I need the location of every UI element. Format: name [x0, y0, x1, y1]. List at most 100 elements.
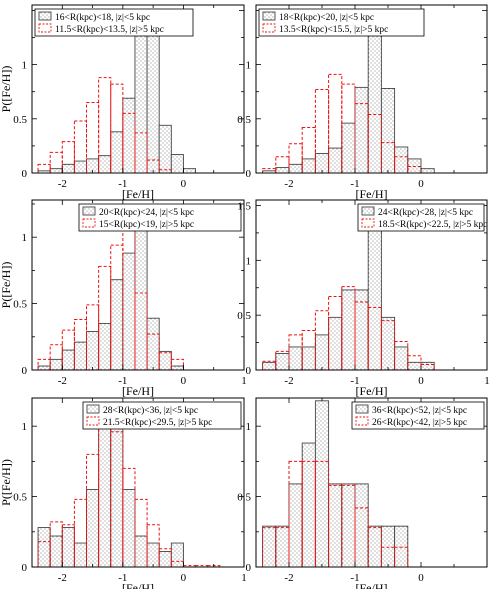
y-tick-label: 0 [246, 562, 252, 574]
x-axis-label: [Fe/H] [356, 187, 388, 201]
y-tick-label: 0.5 [237, 114, 251, 126]
x-tick-label: -1 [350, 572, 359, 584]
legend-swatch [361, 206, 375, 216]
y-tick-label: 0 [22, 168, 28, 180]
bar-gray-5-10 [146, 542, 160, 568]
legend-label: 13.5<R(kpc)<15.5, |z|>5 kpc [279, 24, 388, 35]
y-tick-label: 0.5 [13, 114, 27, 126]
legend-label: 16<R(kpc)<18, |z|<5 kpc [55, 12, 150, 23]
x-tick-label: 1 [484, 375, 490, 387]
x-tick-label: 1 [241, 375, 247, 387]
bar-gray-3-1 [37, 365, 51, 371]
y-tick-label: 1 [246, 421, 252, 433]
bar-gray-1-13 [182, 168, 196, 174]
legend-swatch [38, 23, 52, 33]
legend-swatch [86, 416, 100, 426]
bar-red-3-4 [73, 319, 88, 371]
bar-gray-5-8 [122, 489, 136, 568]
bar-gray-4-10 [380, 316, 396, 371]
bar-gray-5-3 [61, 527, 75, 568]
bar-gray-5-2 [49, 535, 63, 568]
bar-red-1-5 [86, 102, 100, 174]
legend-label: 26<R(kpc)<42, |z|>5 kpc [372, 417, 467, 428]
legend-label: 24<R(kpc)<28, |z|<5 kpc [378, 207, 473, 218]
bar-red-4-10 [380, 320, 396, 371]
bar-red-5-12 [170, 560, 184, 568]
bar-red-3-10 [146, 333, 160, 371]
bar-red-4-6 [328, 296, 343, 371]
bar-gray-6-6 [328, 483, 343, 568]
y-tick-label: 1 [22, 60, 28, 72]
y-tick-label: 0 [22, 562, 28, 574]
legend-swatch [361, 218, 375, 228]
bar-gray-4-5 [314, 334, 330, 371]
legend-swatch [355, 416, 369, 426]
bar-red-6-11 [394, 546, 409, 568]
bar-red-2-6 [328, 73, 343, 174]
bar-gray-6-1 [262, 525, 277, 568]
bar-gray-2-7 [341, 122, 356, 174]
bar-red-3-3 [61, 329, 75, 371]
bar-gray-2-6 [328, 147, 343, 174]
bar-gray-4-3 [288, 346, 303, 371]
bar-gray-3-3 [61, 349, 75, 371]
plot-frame [255, 397, 488, 568]
legend-swatch [355, 404, 369, 414]
bar-red-4-5 [314, 310, 330, 371]
bar-gray-4-6 [328, 316, 343, 371]
legend-swatch [86, 404, 100, 414]
bar-red-3-7 [110, 244, 124, 371]
bar-gray-2-4 [301, 158, 316, 174]
bar-gray-4-4 [301, 346, 316, 371]
bar-gray-2-3 [288, 163, 303, 174]
plot-frame [255, 199, 488, 371]
bar-gray-1-9 [134, 25, 148, 174]
bar-red-5-1 [37, 541, 51, 568]
x-tick-label: 0 [181, 572, 187, 584]
bar-gray-4-1 [262, 361, 277, 371]
bar-gray-1-7 [110, 131, 124, 174]
y-tick-label: 0.5 [13, 299, 27, 311]
bar-gray-5-4 [73, 542, 87, 568]
bar-gray-4-11 [394, 346, 409, 371]
bar-gray-5-7 [110, 410, 124, 568]
legend-box [357, 203, 485, 232]
legend-label: 20<R(kpc)<24, |z|<5 kpc [99, 207, 194, 218]
x-tick-label: -1 [350, 178, 359, 190]
bar-gray-6-2 [275, 525, 290, 568]
x-axis-label: [Fe/H] [122, 187, 154, 201]
bar-red-5-7 [110, 431, 124, 568]
bar-gray-6-8 [354, 483, 369, 568]
y-tick-label: 1 [246, 255, 252, 267]
legend-box [34, 8, 194, 37]
bar-gray-1-3 [61, 163, 75, 174]
bar-gray-4-7 [341, 289, 356, 371]
legend-box [258, 8, 425, 37]
chart-panel-3: -2 -1 0 1 0 0.5 1 [Fe/H] P([Fe/H]) 20<R(kpc)<24, … [0, 199, 247, 398]
bar-gray-2-13 [420, 168, 435, 174]
legend-swatch [82, 206, 96, 216]
bar-gray-6-10 [380, 525, 396, 568]
bar-gray-1-4 [73, 160, 87, 174]
y-axis-label: P([Fe/H]) [0, 66, 13, 113]
x-tick-label: -2 [58, 572, 67, 584]
bar-gray-4-9 [367, 209, 382, 371]
legend-label: 21.5<R(kpc)<29.5, |z|>5 kpc [103, 417, 212, 428]
legend-label: 15<R(kpc)<19, |z|>5 kpc [99, 219, 194, 230]
y-axis-label: P([Fe/H]) [0, 262, 13, 309]
bar-gray-2-12 [407, 158, 422, 174]
legend-box [351, 401, 485, 430]
bar-red-3-12 [170, 358, 184, 371]
plot-frame [31, 397, 245, 568]
legend-label: 36<R(kpc)<52, |z|<5 kpc [372, 405, 467, 416]
bar-gray-1-6 [98, 155, 112, 174]
y-tick-label: 0.5 [237, 492, 251, 504]
chart-panel-2: -2 -1 0 0 0.5 1 [Fe/H] 18<R(kpc)<20, |z|<5 kpc1… [237, 4, 488, 201]
bar-gray-3-9 [134, 207, 148, 371]
bar-red-3-1 [37, 358, 51, 371]
y-tick-label: 1 [22, 421, 28, 433]
bar-gray-5-6 [98, 410, 112, 568]
bar-gray-4-2 [275, 353, 290, 371]
y-tick-label: 0.5 [237, 310, 251, 322]
